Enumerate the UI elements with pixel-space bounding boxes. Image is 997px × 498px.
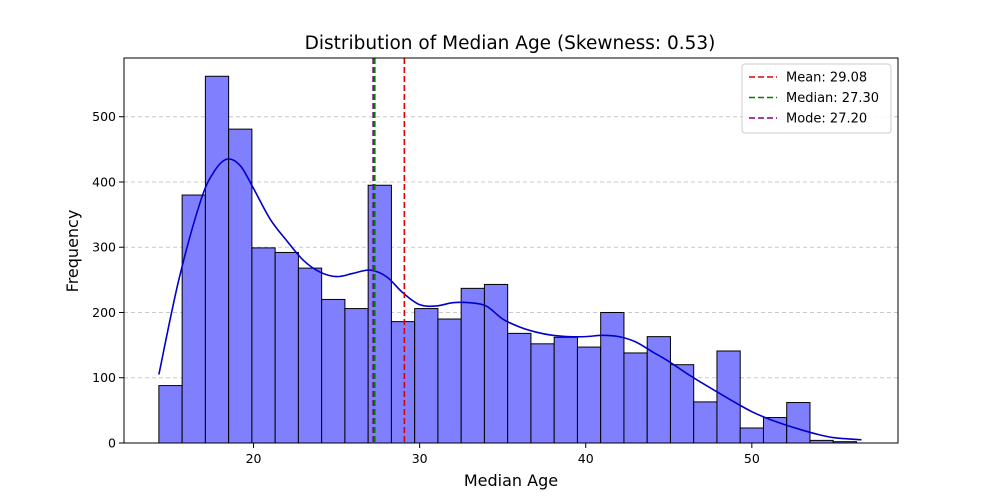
histogram-bar-5 bbox=[274, 251, 299, 444]
histogram-bar-21 bbox=[646, 336, 671, 444]
reference-lines bbox=[372, 58, 406, 443]
histogram-bar-11 bbox=[414, 308, 439, 444]
histogram-bar-23 bbox=[693, 401, 718, 444]
histogram-bar-2 bbox=[204, 75, 230, 444]
y-tick-label-400: 400 bbox=[92, 174, 116, 189]
legend-label-mean: Mean: 29.08 bbox=[786, 71, 867, 86]
legend-box bbox=[741, 63, 892, 134]
histogram-bar-0 bbox=[158, 385, 183, 444]
histogram-bar-18 bbox=[576, 346, 602, 444]
histogram-bar-12 bbox=[437, 318, 462, 444]
chart-title: Distribution of Median Age (Skewness: 0.… bbox=[305, 33, 716, 54]
x-tick-label-30: 30 bbox=[412, 451, 428, 466]
histogram-bar-3 bbox=[228, 128, 253, 444]
y-tick-label-300: 300 bbox=[92, 240, 116, 255]
legend: Mean: 29.08 Median: 27.30 Mode: 27.20 bbox=[741, 63, 892, 134]
y-tick-label-200: 200 bbox=[92, 305, 116, 320]
y-tick-label-500: 500 bbox=[92, 109, 116, 124]
histogram-bar-9 bbox=[367, 184, 392, 444]
x-tick-label-40: 40 bbox=[578, 451, 594, 466]
histogram-bar-8 bbox=[344, 308, 369, 444]
histogram-bar-1 bbox=[181, 194, 206, 444]
histogram-bar-14 bbox=[483, 283, 509, 444]
legend-label-median: Median: 27.30 bbox=[786, 91, 879, 106]
histogram-bar-24 bbox=[716, 350, 741, 444]
x-axis-ticks: 20 30 40 50 bbox=[246, 443, 760, 466]
histogram-bar-6 bbox=[297, 267, 323, 444]
histogram-bar-25 bbox=[739, 427, 764, 444]
y-axis-ticks: 0 100 200 300 400 500 bbox=[92, 109, 124, 451]
histogram-bar-27 bbox=[786, 402, 811, 444]
legend-label-mode: Mode: 27.20 bbox=[786, 112, 867, 127]
histogram-bar-15 bbox=[507, 332, 532, 444]
kde-curve bbox=[158, 158, 862, 441]
histogram-bar-19 bbox=[600, 311, 625, 444]
y-tick-label-0: 0 bbox=[108, 436, 116, 451]
histogram-bar-4 bbox=[251, 247, 276, 444]
histogram-bar-16 bbox=[530, 343, 555, 444]
x-tick-label-50: 50 bbox=[744, 451, 760, 466]
y-tick-label-100: 100 bbox=[92, 370, 116, 385]
x-tick-label-20: 20 bbox=[246, 451, 262, 466]
histogram-bar-7 bbox=[321, 298, 346, 444]
histogram-bar-10 bbox=[390, 321, 416, 444]
plot-frame bbox=[123, 57, 899, 444]
histogram-bar-20 bbox=[623, 352, 648, 444]
y-axis-label: Frequency bbox=[63, 210, 82, 293]
x-axis-label: Median Age bbox=[464, 471, 558, 490]
histogram-bar-17 bbox=[553, 336, 578, 444]
histogram-bar-13 bbox=[460, 287, 485, 444]
kde-curve-group bbox=[158, 158, 862, 441]
